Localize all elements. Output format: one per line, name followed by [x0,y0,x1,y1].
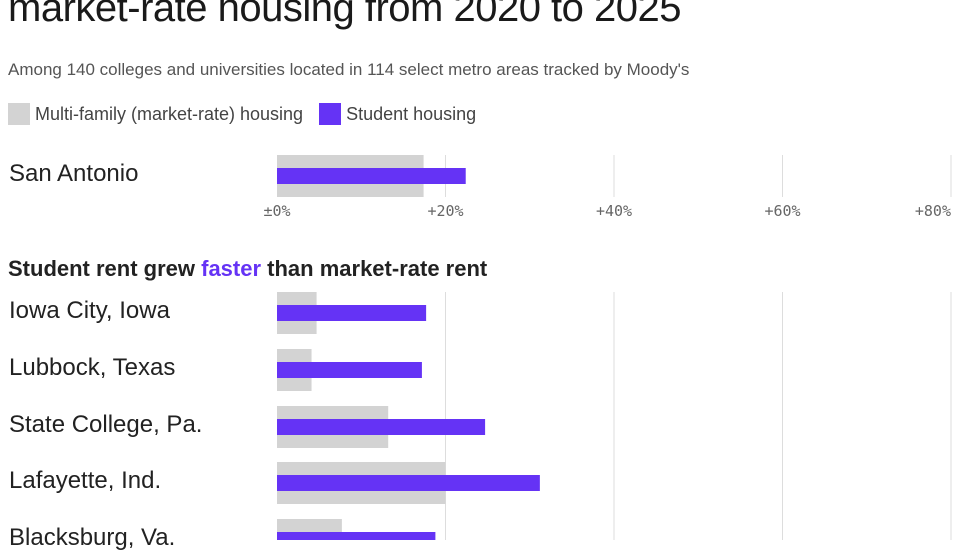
bar-student-state-college-pa [277,419,486,435]
section-heading: Student rent grew faster than market-rat… [8,256,487,282]
section-heading-highlight: faster [201,256,262,281]
row-label-lubbock: Lubbock, Texas [9,354,176,381]
x-tick-label-0: ±0% [263,202,290,220]
chart-subtitle: Among 140 colleges and universities loca… [8,60,690,79]
legend-item-multifamily: Multi-family (market-rate) housing [8,103,303,125]
legend-item-student: Student housing [319,103,476,125]
bar-chart: ±0% +20% +40% +60% +80% [263,155,952,540]
legend: Multi-family (market-rate) housing Stude… [8,103,492,125]
row-label-san-antonio: San Antonio [9,160,139,187]
section-heading-suffix: than market-rate rent [261,256,488,281]
chart-title: market-rate housing from 2020 to 2025 [8,0,682,30]
bar-student-lubbock-texas [277,362,422,378]
legend-label-multifamily: Multi-family (market-rate) housing [35,103,304,124]
bar-student-blacksburg-va [277,532,436,540]
section-heading-prefix: Student rent grew [8,256,202,281]
legend-label-student: Student housing [346,103,477,124]
row-label-iowa-city: Iowa City, Iowa [9,297,170,324]
x-tick-label-60: +60% [764,202,800,220]
legend-swatch-student [319,103,342,125]
bar-student-san-antonio [277,168,466,184]
x-tick-label-20: +20% [427,202,463,220]
x-tick-label-80: +80% [915,202,951,220]
row-label-state-college: State College, Pa. [9,411,203,438]
bar-student-lafayette-ind [277,475,540,491]
row-label-lafayette: Lafayette, Ind. [9,467,162,494]
x-tick-label-40: +40% [596,202,632,220]
legend-swatch-multifamily [8,103,30,125]
bar-student-iowa-city-iowa [277,305,427,321]
